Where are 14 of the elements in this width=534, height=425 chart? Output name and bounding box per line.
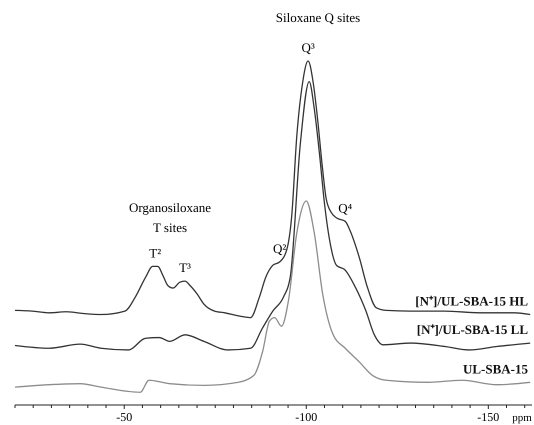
series-label: [N⁺]/UL-SBA-15 LL <box>416 322 528 338</box>
annotation: Organosiloxane T sites <box>128 200 212 235</box>
series-label: UL-SBA-15 <box>462 361 528 376</box>
x-axis-title: ppm <box>512 412 532 424</box>
series-label: [N⁺]/UL-SBA-15 HL <box>415 294 528 309</box>
annotation: Q² <box>273 240 286 256</box>
annotation: T² <box>149 245 162 260</box>
annotation: Q³ <box>301 40 315 55</box>
text: Siloxane Q sites <box>276 10 360 25</box>
x-tick-label: -50 <box>116 410 132 424</box>
annotation: Q⁴ <box>338 200 353 216</box>
x-tick-label: -100 <box>295 410 318 424</box>
annotation: T³ <box>179 260 192 276</box>
x-tick-label: -150 <box>477 410 500 424</box>
